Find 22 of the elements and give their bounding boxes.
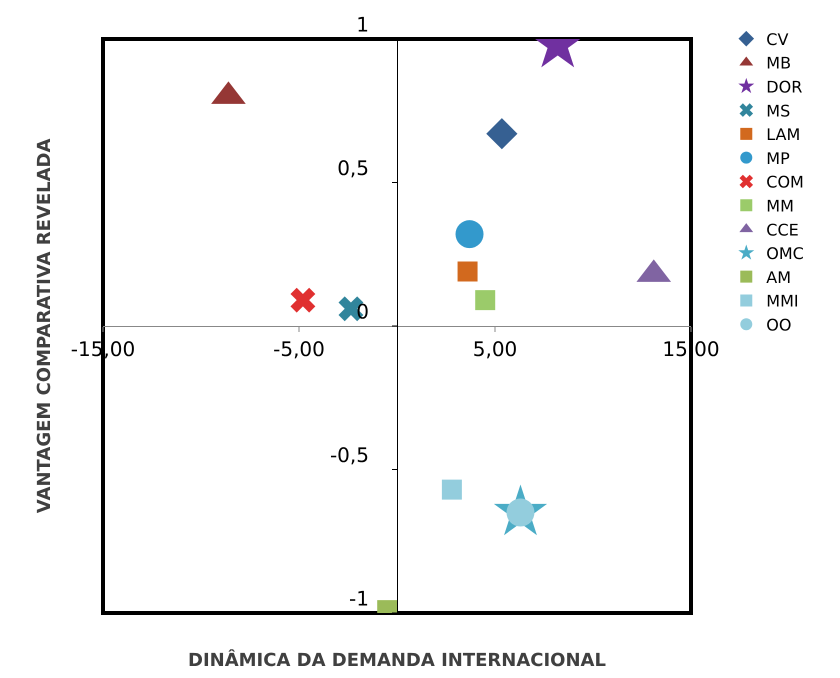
legend-label: MP <box>766 148 790 168</box>
y-tick-label: -0,5 <box>330 443 369 467</box>
legend-label: CCE <box>766 220 799 240</box>
x-tick-label: 5,00 <box>472 337 518 361</box>
legend-label: MS <box>766 101 790 120</box>
legend-label: MB <box>766 54 792 73</box>
y-axis-title: VANTAGEM COMPARATIVA REVELADA <box>34 138 56 514</box>
legend-label: OO <box>766 316 792 335</box>
legend-label: CV <box>766 30 788 49</box>
y-tick-label: 0 <box>356 300 369 324</box>
x-axis-title: DINÂMICA DA DEMANDA INTERNACIONAL <box>188 649 606 671</box>
legend-label: COM <box>766 172 804 192</box>
legend-label: OMC <box>766 244 804 264</box>
y-tick-label: 1 <box>356 12 369 36</box>
x-tick-label: -5,00 <box>273 337 325 361</box>
y-tick-label: 0,5 <box>337 156 369 180</box>
legend-label: AM <box>766 268 792 287</box>
legend-label: MM <box>766 196 794 216</box>
legend-label: LAM <box>766 125 800 144</box>
legend-label: DOR <box>766 78 802 97</box>
y-tick-label: -1 <box>349 586 369 610</box>
legend-label: MMI <box>766 292 799 311</box>
